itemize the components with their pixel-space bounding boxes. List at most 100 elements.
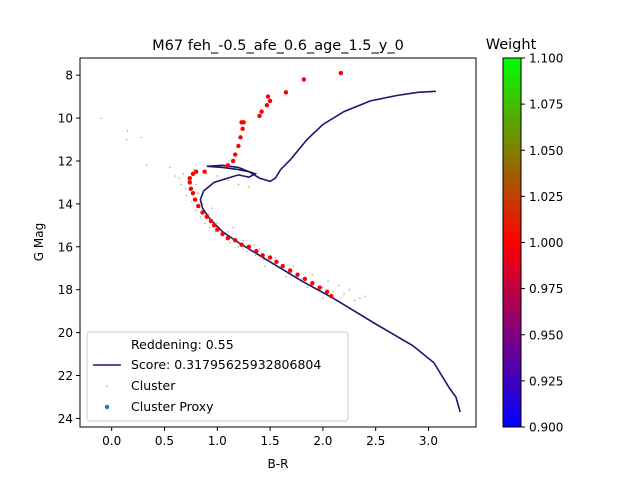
x-tick-label: 2.0 <box>313 434 332 448</box>
cluster-proxy-point <box>267 98 273 104</box>
colorbar-gradient <box>502 57 522 428</box>
cluster-proxy-point <box>187 180 193 185</box>
colorbar-tick-label: 1.100 <box>529 52 563 66</box>
legend-marker-cluster <box>106 385 108 387</box>
cluster-point <box>353 299 356 302</box>
cluster-point <box>185 194 188 197</box>
cluster-proxy-point <box>188 186 194 192</box>
cluster-point <box>242 239 245 242</box>
cluster-point <box>248 185 250 188</box>
legend-frame <box>86 331 349 422</box>
cluster-point <box>359 297 361 300</box>
cluster-point <box>300 278 303 280</box>
cluster-point <box>274 256 277 259</box>
cluster-proxy-point <box>239 242 244 247</box>
cluster-point <box>209 226 211 229</box>
cluster-point <box>306 286 308 289</box>
cluster-point <box>292 265 295 267</box>
cluster-proxy-point <box>208 218 214 224</box>
cluster-proxy-point <box>240 126 245 131</box>
cluster-proxy-point <box>246 244 252 249</box>
colorbar: Weight 0.900 0.925 0.950 0.975 1.000 1.025 1.0… <box>486 37 564 435</box>
cluster-proxy-point <box>241 120 246 125</box>
cluster-proxy-point <box>264 102 270 108</box>
cluster-point <box>232 226 234 229</box>
cluster-proxy-point <box>317 285 322 290</box>
y-tick-label: 8 <box>65 69 73 83</box>
cluster-point <box>332 291 335 293</box>
colorbar-tick-label: 1.025 <box>529 190 563 204</box>
cluster-point <box>140 136 143 139</box>
colorbar-tick-label: 0.900 <box>529 421 563 435</box>
x-tick-label: 0.0 <box>102 434 121 448</box>
x-tick-label: 3.0 <box>419 434 438 448</box>
cluster-proxy-point <box>280 263 285 269</box>
x-tick-label: 0.5 <box>155 434 174 448</box>
colorbar-title: Weight <box>486 37 537 53</box>
cluster-point <box>100 117 102 119</box>
x-tick-label: 1.0 <box>208 434 227 448</box>
cluster-proxy-point <box>215 227 220 232</box>
cluster-point <box>191 200 193 203</box>
cluster-point <box>258 248 261 250</box>
colorbar-tick-label: 1.050 <box>529 144 563 158</box>
y-tick-label: 12 <box>58 154 73 168</box>
cluster-point <box>180 183 183 186</box>
cluster-point <box>348 288 351 291</box>
cluster-point <box>264 265 266 267</box>
cluster-point <box>197 192 200 194</box>
cluster-proxy-point <box>287 268 293 273</box>
cluster-point <box>208 213 210 216</box>
x-tick-label: 1.5 <box>261 434 280 448</box>
cluster-point <box>216 222 219 224</box>
cluster-proxy-point <box>254 248 259 254</box>
cluster-point <box>145 164 148 167</box>
cluster-point <box>227 179 229 182</box>
cluster-proxy-point <box>192 197 198 202</box>
cluster-point <box>216 175 219 177</box>
y-tick-label: 16 <box>58 240 73 254</box>
legend-label-cluster-proxy: Cluster Proxy <box>131 399 214 414</box>
cluster-point <box>186 179 189 182</box>
cluster-point <box>182 173 185 175</box>
cluster-proxy-point <box>190 190 196 196</box>
cluster-point <box>253 243 256 246</box>
cluster-point <box>168 166 171 169</box>
cluster-point <box>178 177 181 179</box>
cluster-point <box>195 209 197 212</box>
cluster-point <box>322 286 324 289</box>
cluster-point <box>229 241 231 244</box>
cluster-proxy-point <box>196 203 201 209</box>
cluster-point <box>327 280 329 282</box>
cluster-proxy-point <box>233 152 238 157</box>
y-tick-label: 22 <box>58 369 73 383</box>
cluster-point <box>126 130 129 132</box>
colorbar-tick-label: 1.075 <box>529 98 563 112</box>
cluster-point <box>203 222 206 224</box>
cluster-proxy-point <box>295 272 300 277</box>
y-tick-label: 14 <box>58 197 73 211</box>
x-tick-label: 2.5 <box>366 434 385 448</box>
cluster-proxy-point <box>310 281 315 286</box>
cluster-proxy-point <box>324 289 330 295</box>
cluster-point <box>227 230 229 233</box>
cluster-point <box>174 175 176 177</box>
isochrone-line <box>199 90 461 413</box>
cluster-proxy-point <box>302 276 308 282</box>
y-tick-label: 10 <box>58 112 73 126</box>
cluster-point <box>205 173 208 175</box>
y-tick-label: 18 <box>58 283 73 297</box>
cluster-point <box>184 188 187 190</box>
y-axis-label: G Mag <box>32 223 46 261</box>
cluster-point <box>343 293 345 295</box>
cluster-proxy-point <box>211 223 217 228</box>
cluster-proxy-point <box>187 175 193 181</box>
cluster-point <box>337 284 340 287</box>
cluster-proxy-point <box>338 70 344 76</box>
cluster-proxy-point <box>260 253 265 258</box>
cluster-proxy-point <box>259 109 264 114</box>
cluster-proxy-point <box>283 90 289 95</box>
legend-label-cluster: Cluster <box>131 378 176 393</box>
cluster-point <box>211 207 213 209</box>
